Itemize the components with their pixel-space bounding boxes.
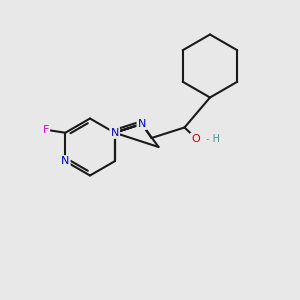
- Text: F: F: [43, 125, 49, 135]
- Text: N: N: [110, 128, 119, 138]
- Text: - H: - H: [206, 134, 220, 144]
- Text: N: N: [138, 119, 146, 129]
- Text: O: O: [191, 134, 200, 144]
- Text: N: N: [61, 156, 70, 166]
